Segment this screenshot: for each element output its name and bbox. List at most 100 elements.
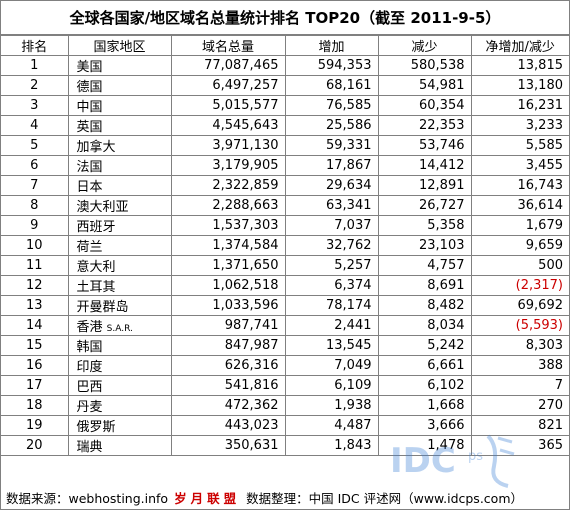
table-row: 3 中国 5,015,577 76,585 60,354 16,231: [1, 95, 569, 116]
table-row: 18 丹麦 472,362 1,938 1,668 270: [1, 395, 569, 416]
header-net: 净增加/减少: [470, 35, 569, 56]
country-cell: 土耳其: [67, 275, 172, 296]
decrease-cell: 8,691: [377, 275, 472, 296]
rank-cell: 11: [1, 255, 69, 276]
table-row: 6 法国 3,179,905 17,867 14,412 3,455: [1, 155, 569, 176]
net-cell: (2,317): [470, 275, 569, 296]
country-cell: 中国: [67, 95, 172, 116]
rank-cell: 12: [1, 275, 69, 296]
net-cell: 1,679: [470, 215, 569, 236]
net-cell: (5,593): [470, 315, 569, 336]
table-row: 9 西班牙 1,537,303 7,037 5,358 1,679: [1, 215, 569, 236]
total-cell: 987,741: [170, 315, 286, 336]
rank-cell: 17: [1, 375, 69, 396]
decrease-cell: 580,538: [377, 55, 472, 76]
decrease-cell: 8,482: [377, 295, 472, 316]
increase-cell: 13,545: [284, 335, 379, 356]
decrease-cell: 5,358: [377, 215, 472, 236]
total-cell: 541,816: [170, 375, 286, 396]
total-cell: 2,288,663: [170, 195, 286, 216]
net-cell: 3,233: [470, 115, 569, 136]
table-row: 11 意大利 1,371,650 5,257 4,757 500: [1, 255, 569, 276]
net-cell: 7: [470, 375, 569, 396]
table-row: 8 澳大利亚 2,288,663 63,341 26,727 36,614: [1, 195, 569, 216]
increase-cell: 1,938: [284, 395, 379, 416]
total-cell: 847,987: [170, 335, 286, 356]
increase-cell: 32,762: [284, 235, 379, 256]
country-cell: 印度: [67, 355, 172, 376]
table-row: 15 韩国 847,987 13,545 5,242 8,303: [1, 335, 569, 356]
increase-cell: 29,634: [284, 175, 379, 196]
total-cell: 2,322,859: [170, 175, 286, 196]
net-cell: 270: [470, 395, 569, 416]
decrease-cell: 4,757: [377, 255, 472, 276]
country-cell: 韩国: [67, 335, 172, 356]
decrease-cell: 3,666: [377, 415, 472, 436]
total-cell: 1,033,596: [170, 295, 286, 316]
rank-cell: 2: [1, 75, 69, 96]
compiled-label: 数据整理：中国 IDC 评述网（www.idcps.com）: [246, 491, 523, 506]
footer-source: 数据来源：webhosting.info 岁月联盟 数据整理：中国 IDC 评述网（…: [0, 488, 570, 510]
increase-cell: 2,441: [284, 315, 379, 336]
header-total: 域名总量: [170, 35, 286, 56]
rank-cell: 3: [1, 95, 69, 116]
total-cell: 472,362: [170, 395, 286, 416]
country-cell: 俄罗斯: [67, 415, 172, 436]
rank-cell: 20: [1, 435, 69, 456]
table-row: 4 英国 4,545,643 25,586 22,353 3,233: [1, 115, 569, 136]
total-cell: 6,497,257: [170, 75, 286, 96]
total-cell: 1,374,584: [170, 235, 286, 256]
header-increase: 增加: [284, 35, 379, 56]
rank-cell: 14: [1, 315, 69, 336]
decrease-cell: 26,727: [377, 195, 472, 216]
rank-cell: 4: [1, 115, 69, 136]
decrease-cell: 14,412: [377, 155, 472, 176]
decrease-cell: 23,103: [377, 235, 472, 256]
net-cell: 5,585: [470, 135, 569, 156]
net-cell: 3,455: [470, 155, 569, 176]
increase-cell: 17,867: [284, 155, 379, 176]
net-cell: 8,303: [470, 335, 569, 356]
country-suffix: S.A.R.: [106, 324, 133, 334]
increase-cell: 4,487: [284, 415, 379, 436]
total-cell: 350,631: [170, 435, 286, 456]
country-cell: 加拿大: [67, 135, 172, 156]
increase-cell: 63,341: [284, 195, 379, 216]
increase-cell: 6,109: [284, 375, 379, 396]
footer-separator: 岁月联盟: [174, 491, 241, 506]
net-cell: 388: [470, 355, 569, 376]
decrease-cell: 12,891: [377, 175, 472, 196]
decrease-cell: 6,102: [377, 375, 472, 396]
table-row: 20 瑞典 350,631 1,843 1,478 365: [1, 435, 569, 456]
rank-cell: 10: [1, 235, 69, 256]
country-cell: 澳大利亚: [67, 195, 172, 216]
decrease-cell: 60,354: [377, 95, 472, 116]
decrease-cell: 22,353: [377, 115, 472, 136]
increase-cell: 7,049: [284, 355, 379, 376]
rank-cell: 6: [1, 155, 69, 176]
increase-cell: 59,331: [284, 135, 379, 156]
table-row: 13 开曼群岛 1,033,596 78,174 8,482 69,692: [1, 295, 569, 316]
table-row: 16 印度 626,316 7,049 6,661 388: [1, 355, 569, 376]
header-country: 国家地区: [67, 35, 172, 56]
decrease-cell: 8,034: [377, 315, 472, 336]
country-cell: 法国: [67, 155, 172, 176]
increase-cell: 7,037: [284, 215, 379, 236]
decrease-cell: 1,478: [377, 435, 472, 456]
total-cell: 626,316: [170, 355, 286, 376]
decrease-cell: 6,661: [377, 355, 472, 376]
increase-cell: 5,257: [284, 255, 379, 276]
increase-cell: 594,353: [284, 55, 379, 76]
total-cell: 1,537,303: [170, 215, 286, 236]
increase-cell: 6,374: [284, 275, 379, 296]
table-row: 10 荷兰 1,374,584 32,762 23,103 9,659: [1, 235, 569, 256]
total-cell: 1,062,518: [170, 275, 286, 296]
total-cell: 3,971,130: [170, 135, 286, 156]
rank-cell: 9: [1, 215, 69, 236]
header-decrease: 减少: [377, 35, 472, 56]
table-row: 12 土耳其 1,062,518 6,374 8,691 (2,317): [1, 275, 569, 296]
header-row: 排名 国家地区 域名总量 增加 减少 净增加/减少: [1, 35, 569, 56]
rank-cell: 1: [1, 55, 69, 76]
net-cell: 500: [470, 255, 569, 276]
